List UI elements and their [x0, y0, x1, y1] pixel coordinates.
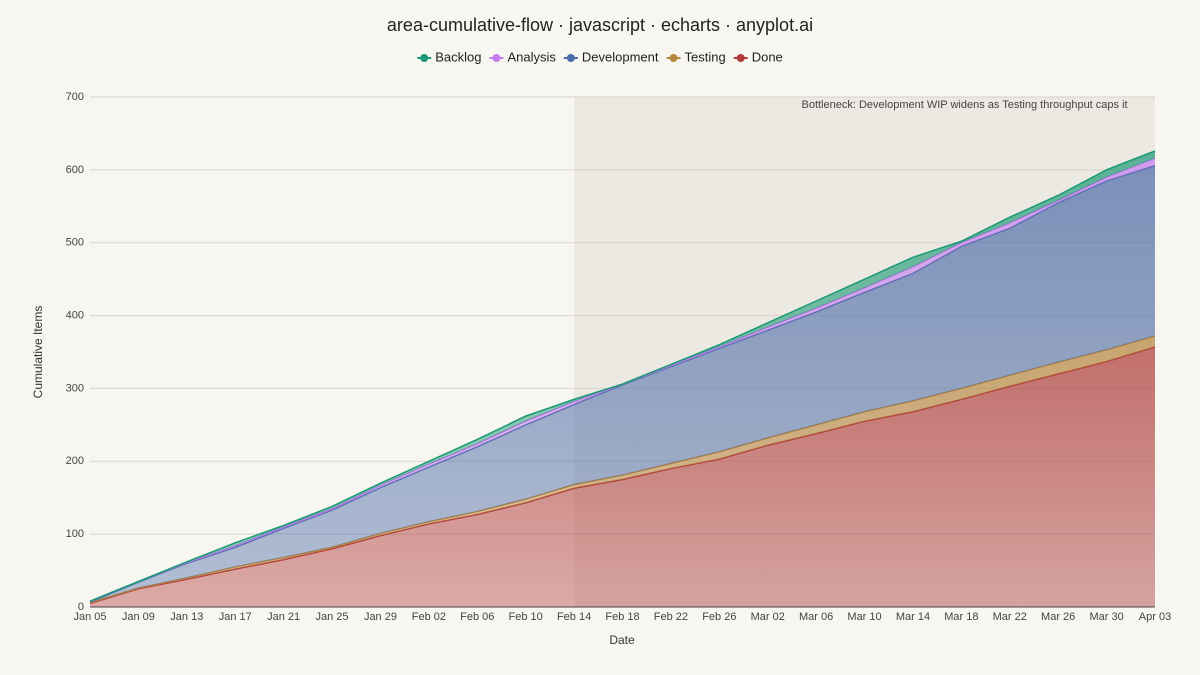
x-tick-label: Mar 26 — [1041, 611, 1075, 623]
y-tick-label: 0 — [78, 601, 84, 613]
x-tick-label: Jan 21 — [267, 611, 300, 623]
x-tick-label: Feb 18 — [605, 611, 639, 623]
area — [90, 335, 1155, 604]
y-tick-label: 200 — [66, 455, 84, 467]
legend-item: Testing — [666, 49, 726, 64]
x-tick-label: Apr 03 — [1139, 611, 1171, 623]
y-tick-label: 500 — [66, 237, 84, 249]
x-tick-label: Mar 06 — [799, 611, 833, 623]
y-tick-label: 400 — [66, 309, 84, 321]
x-tick-label: Jan 05 — [73, 611, 106, 623]
area-line — [89, 150, 1156, 602]
legend-item: Analysis — [489, 49, 556, 64]
x-tick-label: Mar 22 — [993, 611, 1027, 623]
x-tick-label: Mar 14 — [896, 611, 930, 623]
x-tick-label: Jan 13 — [170, 611, 203, 623]
x-tick-label: Jan 17 — [219, 611, 252, 623]
x-tick-label: Jan 29 — [364, 611, 397, 623]
x-tick-label: Mar 18 — [944, 611, 978, 623]
legend-swatch — [566, 54, 575, 62]
x-tick-label: Feb 22 — [654, 611, 688, 623]
x-tick-label: Feb 14 — [557, 611, 591, 623]
x-axis-title: Date — [609, 633, 635, 647]
y-axis-title: Cumulative Items — [31, 306, 45, 399]
y-tick-label: 600 — [66, 164, 84, 176]
chart-title: area-cumulative-flow · javascript · echa… — [387, 15, 813, 35]
x-tick-label: Mar 30 — [1089, 611, 1123, 623]
x-tick-label: Feb 10 — [509, 611, 543, 623]
legend: Backlog Analysis Development Testing Done — [417, 49, 783, 64]
legend-swatch — [736, 54, 745, 62]
y-tick-label: 300 — [66, 382, 84, 394]
legend-item: Done — [733, 49, 783, 64]
x-tick-label: Feb 26 — [702, 611, 736, 623]
legend-swatch — [669, 54, 678, 62]
legend-swatch — [492, 54, 501, 62]
x-tick-label: Feb 06 — [460, 611, 494, 623]
y-tick-label: 700 — [66, 91, 84, 103]
legend-label: Analysis — [507, 49, 556, 64]
legend-item: Development — [563, 49, 659, 64]
legend-label: Backlog — [435, 49, 481, 64]
annotation-text: Bottleneck: Development WIP widens as Te… — [801, 99, 1127, 111]
y-tick-label: 100 — [66, 528, 84, 540]
x-tick-label: Feb 02 — [412, 611, 446, 623]
area — [90, 165, 1155, 603]
legend-label: Testing — [685, 49, 726, 64]
area — [90, 346, 1155, 607]
x-tick-label: Mar 02 — [751, 611, 785, 623]
legend-label: Done — [752, 49, 783, 64]
legend-item: Backlog — [417, 49, 481, 64]
x-tick-label: Jan 09 — [122, 611, 155, 623]
x-tick-label: Mar 10 — [847, 611, 881, 623]
legend-label: Development — [582, 49, 659, 64]
x-tick-label: Jan 25 — [316, 611, 349, 623]
legend-swatch — [420, 54, 429, 62]
